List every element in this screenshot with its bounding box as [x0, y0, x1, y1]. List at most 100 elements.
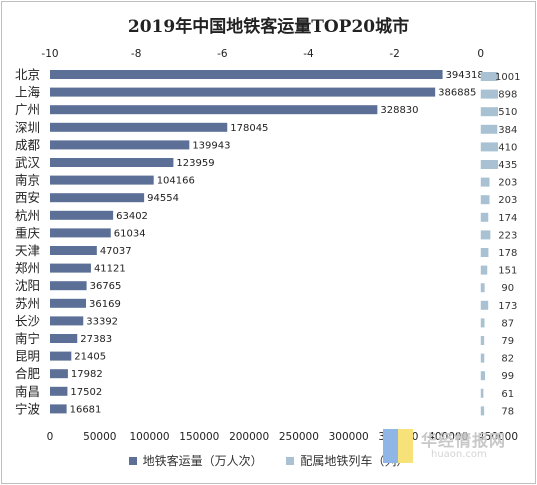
- bar-passengers: [50, 122, 228, 132]
- bar-trains: [480, 212, 489, 222]
- bar-trains: [480, 300, 489, 310]
- bar-passengers: [50, 70, 443, 79]
- data-label-trains: 203: [498, 178, 517, 189]
- data-label-passengers: 21405: [74, 352, 106, 363]
- data-label-trains: 435: [498, 160, 517, 171]
- data-label-passengers: 139943: [192, 140, 230, 151]
- bar-passengers: [50, 386, 68, 396]
- bar-trains: [480, 89, 498, 99]
- data-label-trains: 898: [498, 90, 517, 101]
- data-label-passengers: 386885: [438, 88, 476, 99]
- data-label-passengers: 178045: [230, 123, 268, 134]
- bar-trains: [480, 195, 490, 205]
- data-label-passengers: 17982: [71, 369, 103, 380]
- bar-passengers: [50, 334, 78, 343]
- data-label-passengers: 61034: [114, 228, 146, 239]
- data-label-trains: 173: [498, 301, 517, 312]
- bar-passengers: [50, 105, 378, 115]
- bar-trains: [480, 248, 489, 257]
- category-label: 深圳: [15, 120, 40, 135]
- category-label: 南京: [15, 173, 40, 188]
- top-tick-label: -6: [217, 48, 228, 60]
- bottom-tick-label: 150000: [179, 431, 219, 443]
- bar-passengers: [50, 158, 174, 167]
- bottom-tick-label: 300000: [329, 431, 369, 443]
- data-label-passengers: 16681: [70, 404, 102, 415]
- data-label-passengers: 104166: [157, 176, 195, 187]
- data-label-trains: 99: [501, 371, 514, 382]
- top-tick-label: 0: [477, 48, 484, 60]
- bar-trains: [480, 371, 486, 381]
- bar-trains: [480, 388, 484, 398]
- bar-trains: [480, 265, 488, 275]
- legend-swatch-passengers: [128, 456, 137, 465]
- data-label-trains: 61: [501, 389, 514, 400]
- bar-trains: [480, 318, 485, 328]
- data-label-trains: 79: [501, 336, 514, 347]
- bottom-tick-label: 0: [47, 431, 54, 443]
- data-label-trains: 410: [498, 142, 517, 153]
- bar-trains: [480, 353, 485, 363]
- bar-passengers: [50, 228, 111, 238]
- legend-swatch-trains: [286, 456, 295, 465]
- legend-label-passengers: 地铁客运量（万人次）: [142, 454, 263, 468]
- data-label-trains: 1001: [495, 72, 520, 83]
- data-label-trains: 82: [501, 354, 514, 365]
- bar-passengers: [50, 87, 436, 97]
- category-label: 上海: [15, 85, 41, 100]
- bar-passengers: [50, 404, 67, 414]
- bar-trains: [480, 107, 498, 117]
- category-label: 广州: [15, 102, 40, 117]
- data-label-trains: 78: [501, 406, 514, 417]
- train-bars: 1001 898 510 384 410 435 203 203 174 223 178 151 90 1…: [480, 72, 520, 417]
- category-label: 南昌: [15, 384, 40, 399]
- bar-passengers: [50, 210, 114, 220]
- watermark-logo: 华经情报网 huaon.com: [383, 425, 523, 469]
- data-label-trains: 178: [498, 248, 517, 259]
- data-label-passengers: 94554: [147, 193, 179, 204]
- bar-passengers: [50, 369, 68, 379]
- bar-passengers: [50, 316, 84, 326]
- data-label-trains: 151: [498, 266, 517, 277]
- top-tick-label: -2: [389, 48, 399, 60]
- category-label: 苏州: [15, 296, 40, 311]
- bottom-tick-label: 450000: [478, 431, 518, 443]
- bar-trains: [480, 124, 498, 134]
- watermark-domain: huaon.com: [431, 449, 487, 460]
- data-label-trains: 203: [498, 195, 517, 206]
- top-tick-label: -10: [41, 48, 58, 60]
- top-tick-label: -4: [303, 48, 314, 60]
- bar-passengers: [50, 351, 72, 361]
- category-label: 重庆: [15, 225, 41, 240]
- category-label: 宁波: [15, 401, 41, 416]
- data-label-passengers: 63402: [116, 211, 148, 222]
- category-label: 南宁: [15, 331, 40, 346]
- bar-trains: [480, 72, 498, 81]
- top-tick-label: -8: [131, 48, 141, 60]
- bar-trains: [480, 406, 485, 416]
- watermark-text: 华经情报网: [421, 431, 507, 450]
- data-label-trains: 223: [498, 230, 517, 241]
- category-label: 天津: [15, 243, 40, 258]
- category-label: 沈阳: [15, 278, 40, 293]
- bar-passengers: [50, 298, 87, 308]
- category-label: 杭州: [15, 208, 40, 223]
- category-label: 昆明: [15, 349, 40, 364]
- data-label-trains: 90: [501, 283, 514, 294]
- bar-passengers: [50, 193, 145, 203]
- category-label: 郑州: [15, 261, 40, 276]
- bottom-tick-label: 200000: [229, 431, 269, 443]
- data-label-passengers: 123959: [176, 158, 214, 169]
- data-label-passengers: 33392: [86, 316, 118, 327]
- bar-passengers: [50, 246, 97, 255]
- watermark-bar-yellow: [398, 429, 413, 463]
- bottom-tick-label: 100000: [130, 431, 170, 443]
- category-label: 长沙: [15, 313, 41, 328]
- data-label-passengers: 17502: [70, 387, 102, 398]
- bar-passengers: [50, 281, 87, 291]
- data-label-passengers: 41121: [94, 264, 126, 275]
- category-label: 武汉: [15, 155, 41, 170]
